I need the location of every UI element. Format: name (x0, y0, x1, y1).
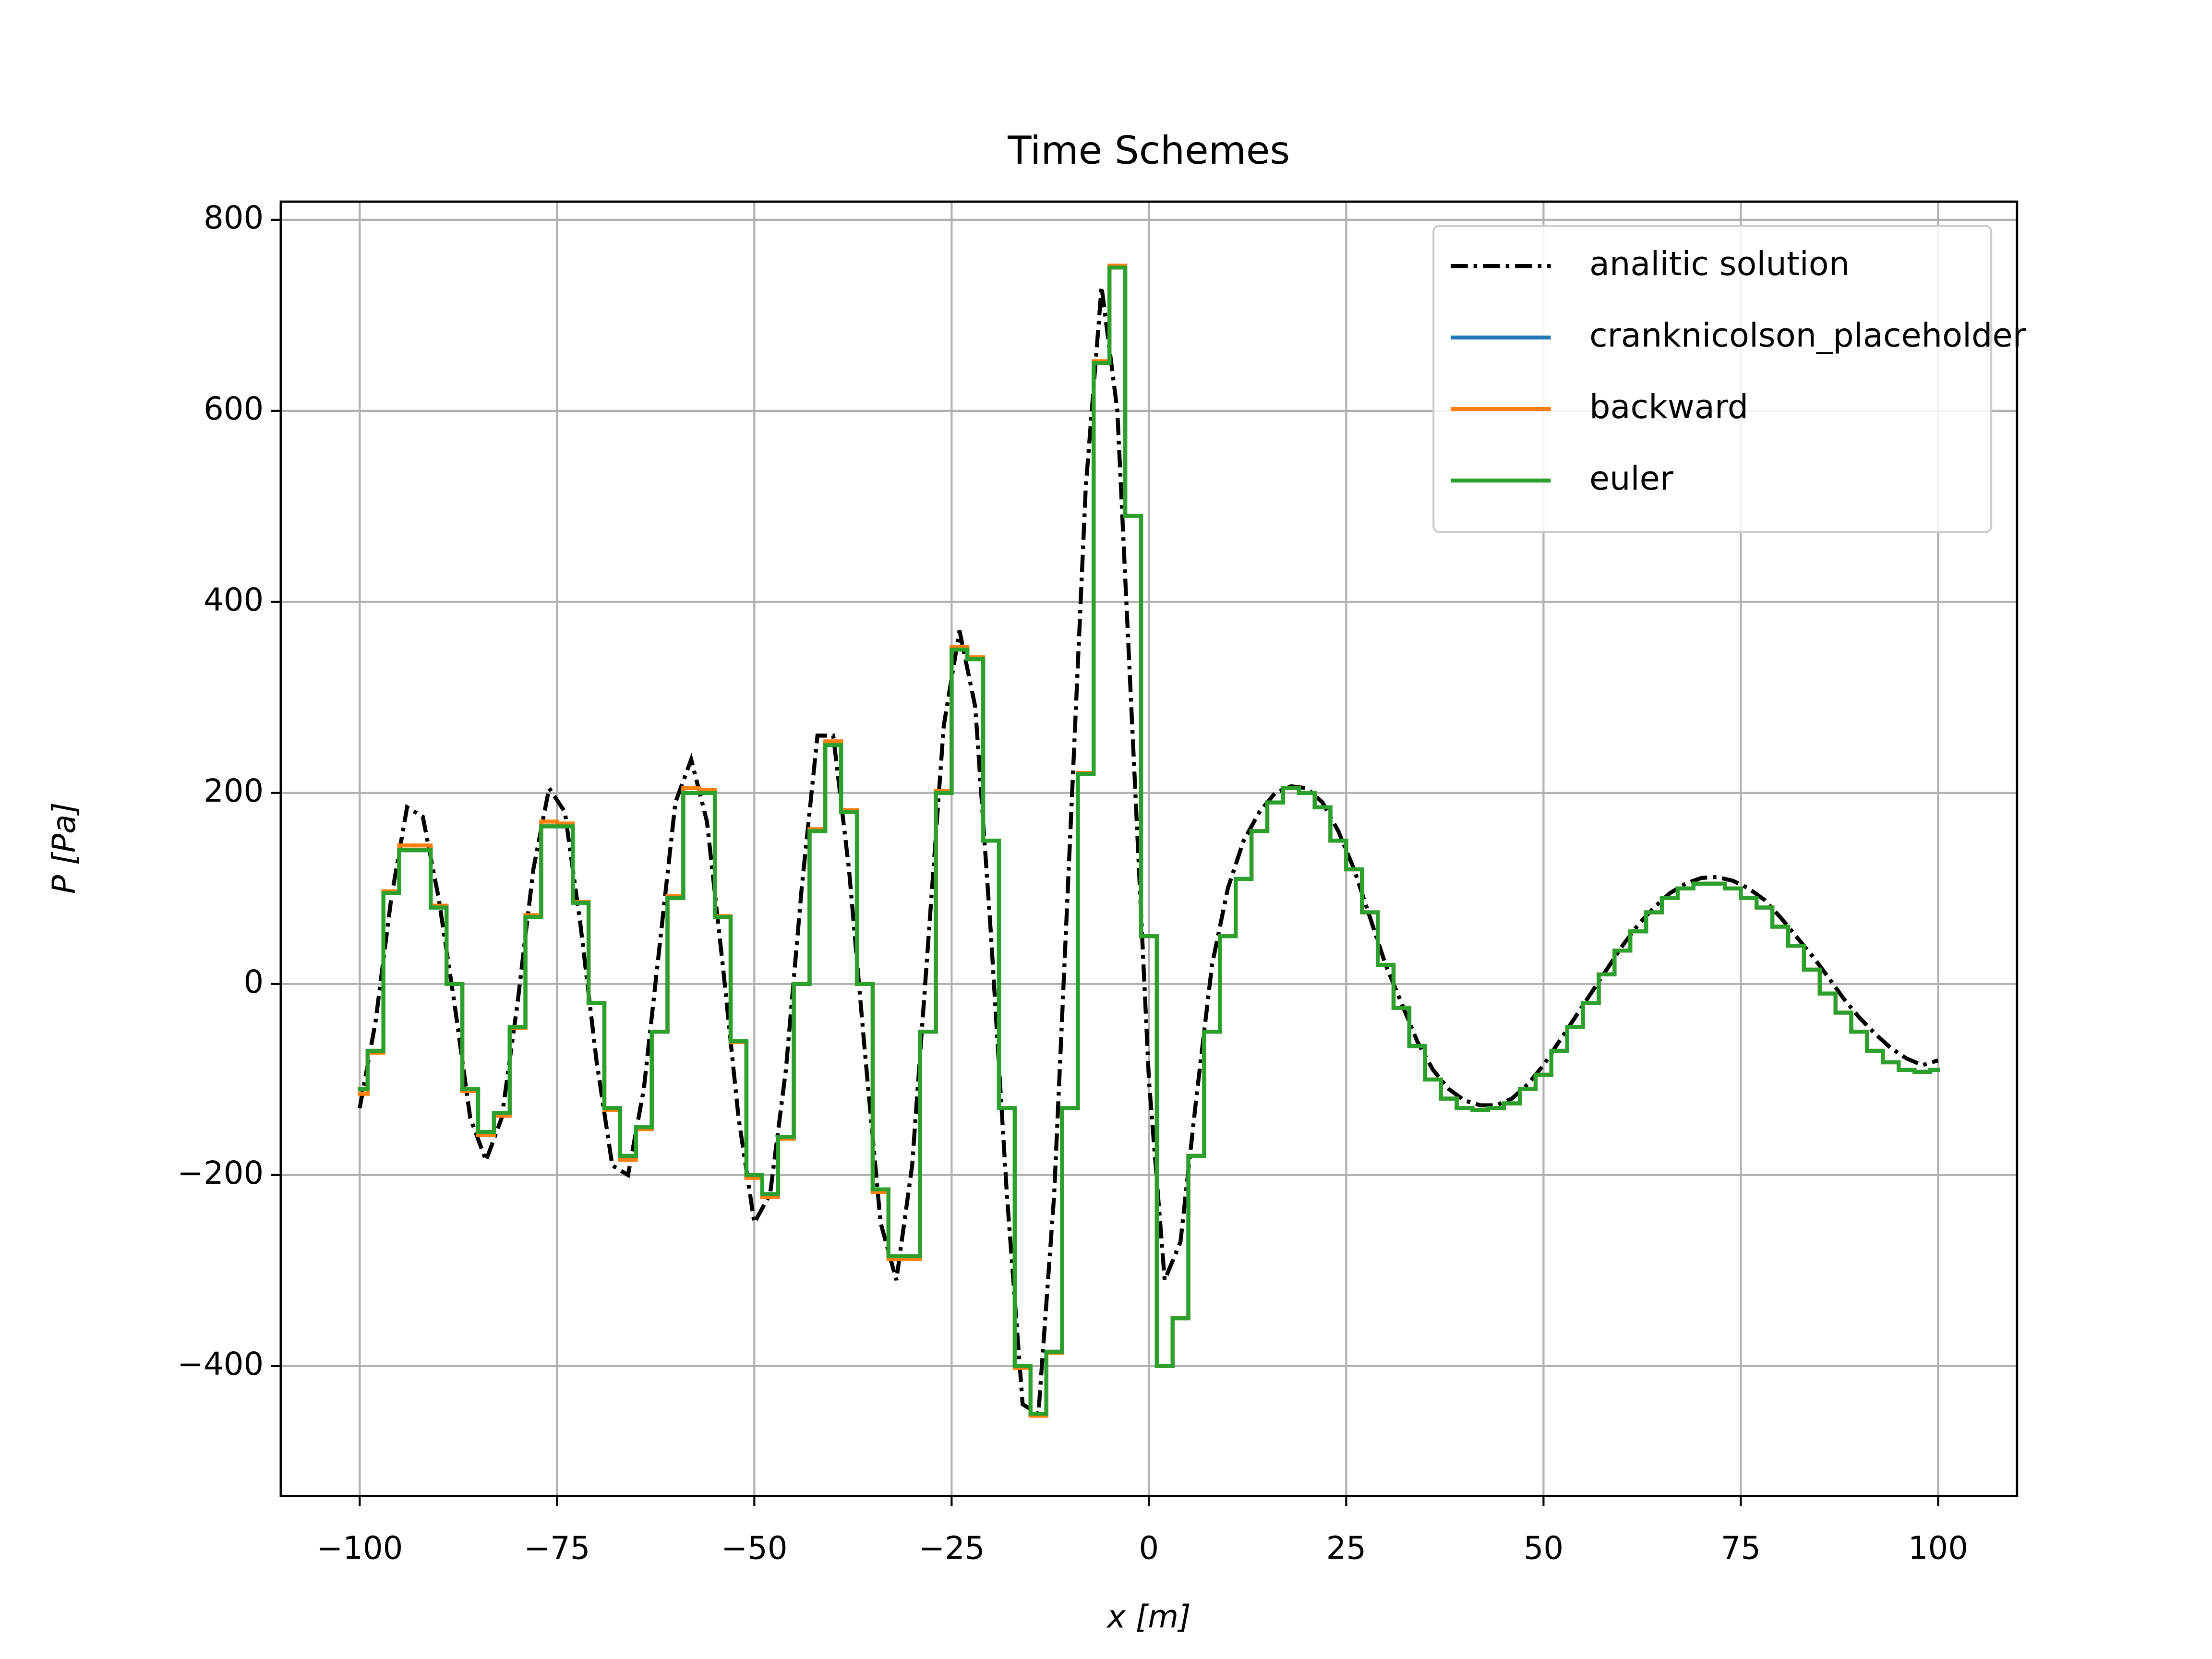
x-tick-label: 75 (1721, 1530, 1761, 1567)
ticks: −100 −75 −50 −25 0 25 50 75 100 −400 −200 0 200 400 60… (177, 200, 1968, 1567)
y-tick-label: 0 (243, 964, 264, 1000)
legend-label: euler (1589, 459, 1674, 498)
y-tick-label: 800 (204, 200, 264, 236)
legend-label: backward (1589, 388, 1748, 426)
legend-box (1432, 225, 1993, 533)
series (358, 265, 1940, 1416)
legend-label: cranknicolson_placeholder (1589, 316, 2027, 355)
x-tick-label: 25 (1326, 1530, 1366, 1567)
y-tick-label: 400 (204, 582, 264, 618)
x-tick-label: −50 (721, 1530, 787, 1567)
series (358, 286, 1939, 1418)
y-axis-label: P [Pa] (46, 802, 83, 894)
y-tick-label: 200 (204, 773, 264, 809)
x-tick-label: −100 (316, 1530, 403, 1567)
plot-area (358, 264, 1940, 1418)
x-axis-label: x [m] (1106, 1599, 1191, 1635)
chart-title: Time Schemes (1007, 128, 1290, 173)
series-line (358, 286, 1939, 1418)
y-tick-label: −400 (177, 1346, 264, 1382)
step-riser (365, 267, 1933, 1414)
x-tick-label: 50 (1524, 1530, 1563, 1567)
x-tick-label: −25 (918, 1530, 985, 1567)
x-tick-label: −75 (524, 1530, 590, 1567)
legend-label: analitic solution (1589, 245, 1850, 283)
y-tick-label: 600 (204, 391, 264, 427)
x-tick-label: 100 (1908, 1530, 1968, 1567)
x-tick-label: 0 (1139, 1530, 1159, 1567)
y-tick-label: −200 (177, 1155, 264, 1191)
legend: analitic solution cranknicolson_placehold… (1432, 225, 2027, 533)
